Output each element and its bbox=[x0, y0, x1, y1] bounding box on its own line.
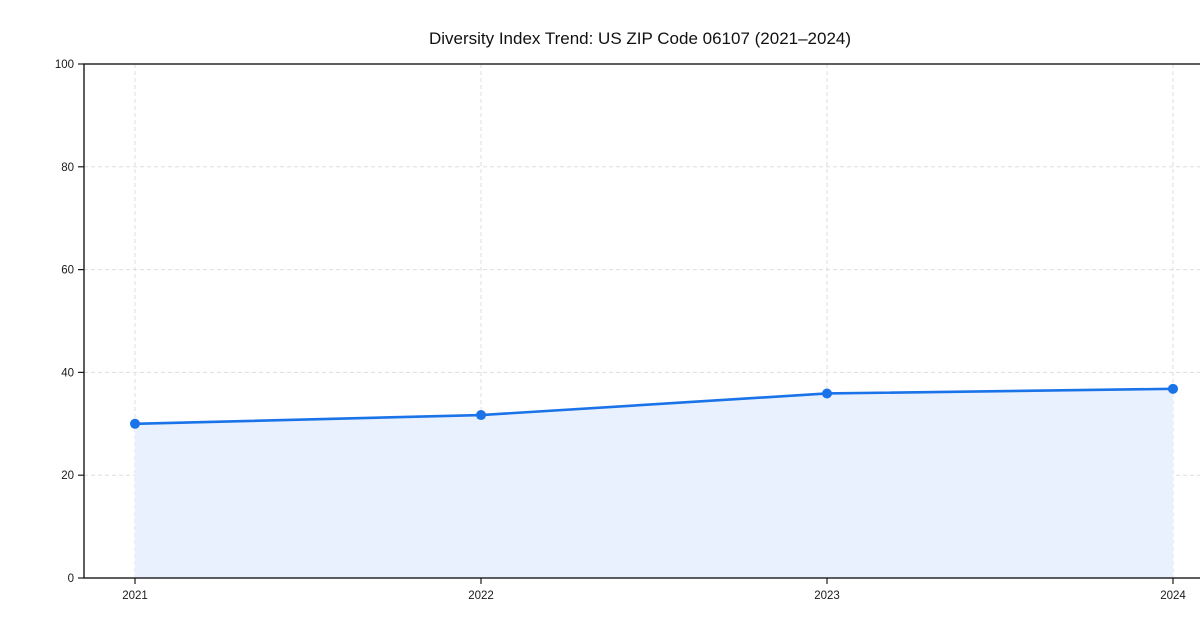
y-axis-tick-label: 60 bbox=[61, 265, 74, 277]
chart-title: Diversity Index Trend: US ZIP Code 06107… bbox=[428, 29, 852, 48]
y-axis-tick-label: 40 bbox=[61, 367, 74, 379]
area-fill bbox=[135, 388, 1173, 578]
x-axis-tick-label: 2024 bbox=[1160, 590, 1186, 602]
diversity-index-chart: Diversity Index Trend: US ZIP Code 06107… bbox=[40, 16, 1200, 616]
trend-line bbox=[133, 387, 1175, 426]
y-axis-tick-label: 0 bbox=[68, 573, 74, 585]
x-axis-tick-label: 2022 bbox=[468, 590, 494, 602]
data-point bbox=[1168, 383, 1178, 394]
data-point bbox=[822, 388, 832, 399]
x-axis-tick-label: 2021 bbox=[122, 590, 148, 602]
y-axis-tick-label: 20 bbox=[61, 470, 74, 482]
y-axis-tick-label: 100 bbox=[55, 59, 74, 71]
data-point bbox=[130, 418, 140, 429]
plot-canvas: 0 20 40 60 80 100 2021 2022 2023 2024 bbox=[55, 59, 1200, 602]
y-axis-tick-label: 80 bbox=[61, 162, 74, 174]
plot-border bbox=[83, 63, 1200, 579]
data-point bbox=[476, 410, 486, 421]
x-axis-tick-label: 2023 bbox=[814, 590, 840, 602]
